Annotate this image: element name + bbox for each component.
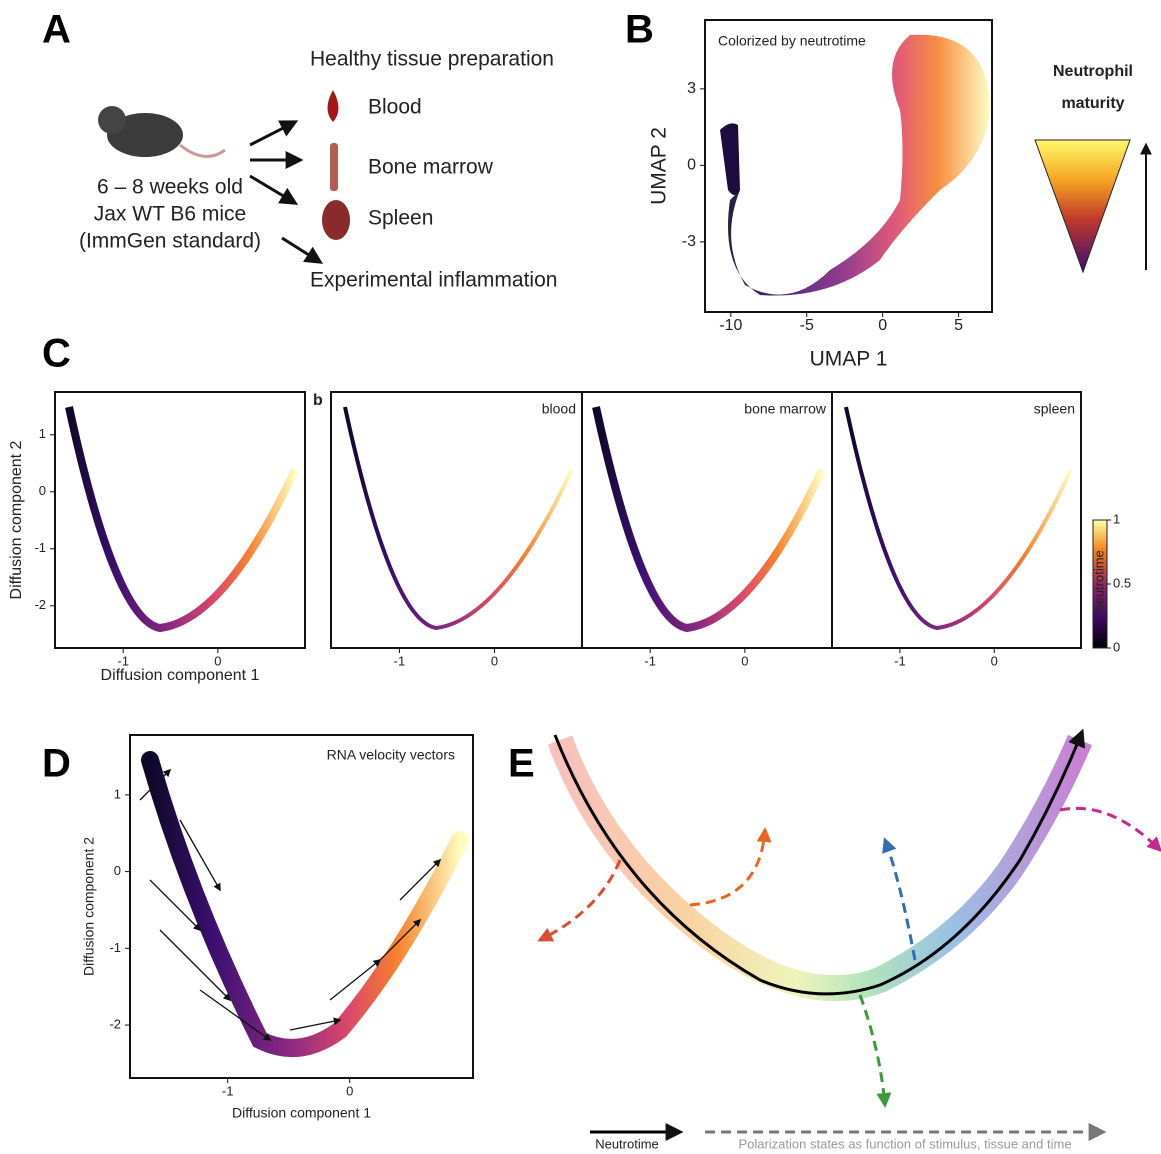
x-tick-label: -5 (800, 317, 814, 334)
colorbar-title: Neutrotime (1091, 550, 1106, 614)
plot-frame (129, 734, 474, 1079)
panel-label: B (625, 8, 654, 52)
legend-title: maturity (1061, 95, 1124, 112)
arrow (281, 236, 324, 264)
umap-cloud (720, 123, 740, 195)
blood-icon (327, 90, 339, 122)
panel-d: D RNA velocity vectors (42, 742, 469, 1057)
colorbar-tick-label: 0 (1113, 639, 1120, 654)
mouse (107, 113, 183, 157)
y-tick-label: -3 (682, 233, 696, 250)
colorbar-tick-label: 0.5 (1113, 575, 1131, 590)
x-tick-label: -1 (644, 653, 656, 668)
x-tick-label: 0 (741, 653, 748, 668)
panel-c: C b (42, 332, 1108, 649)
panel-label: A (42, 8, 71, 52)
y-tick-label: -2 (34, 597, 46, 612)
x-axis-label: Diffusion component 1 (101, 667, 260, 684)
panel-e: E Neutrotime Polarization states as func… (508, 728, 1161, 1151)
x-tick-label: -1 (222, 1083, 234, 1098)
panel-label: E (508, 742, 535, 786)
panel-label: C (42, 332, 71, 376)
panel-label: D (42, 742, 71, 786)
b-annotation: Colorized by neutrotime (718, 33, 866, 49)
x-tick-label: -1 (394, 653, 406, 668)
legend-text: Neutrotime (595, 1136, 659, 1151)
panel-b: B Colorized by neutrotime Neutrophil mat… (625, 8, 1152, 296)
x-tick-label: 5 (954, 317, 963, 334)
a-title: Healthy tissue preparation (310, 48, 554, 71)
y-tick-label: 1 (39, 426, 46, 441)
y-tick-label: -1 (34, 540, 46, 555)
plot-frame (831, 391, 1082, 649)
y-tick-label: -1 (109, 940, 121, 955)
mouse-head (98, 106, 126, 134)
plot-frame (704, 19, 993, 313)
e-cloud (547, 734, 1092, 1002)
y-axis-label: UMAP 2 (648, 127, 671, 205)
mouse-text: 6 – 8 weeks old (97, 176, 243, 199)
x-axis-label: UMAP 1 (810, 348, 888, 371)
spleen-icon (322, 200, 350, 240)
facet-label: bone marrow (744, 401, 827, 417)
plot-frame (54, 391, 306, 649)
branch (1059, 806, 1161, 853)
bone-icon (330, 143, 338, 191)
mouse-tail (179, 143, 226, 158)
branch (689, 827, 772, 907)
a-item: Spleen (368, 207, 433, 230)
d-annotation: RNA velocity vectors (327, 747, 455, 763)
y-tick-label: 0 (39, 483, 46, 498)
y-tick-label: 0 (687, 157, 696, 174)
branch (858, 994, 892, 1108)
legend-title: Neutrophil (1053, 63, 1133, 80)
a-item: Bone marrow (368, 156, 494, 179)
x-tick-label: 0 (214, 653, 221, 668)
legend-text: Polarization states as function of stimu… (738, 1136, 1071, 1151)
arrow (249, 174, 299, 205)
branch (882, 837, 917, 961)
mouse-text: Jax WT B6 mice (94, 203, 246, 226)
d-trajectory (141, 751, 469, 1057)
x-tick-label: 0 (878, 317, 887, 334)
x-axis-label: Diffusion component 1 (232, 1105, 371, 1121)
mouse-text: (ImmGen standard) (79, 230, 261, 253)
sublabel: b (313, 392, 323, 409)
c-trajectory (343, 406, 574, 631)
arrow (249, 120, 299, 147)
x-tick-label: 0 (346, 1083, 353, 1098)
c-trajectory (592, 406, 826, 633)
c-trajectory (844, 406, 1073, 631)
y-axis-label: Diffusion component 2 (81, 837, 97, 976)
c-trajectory (65, 406, 299, 633)
y-axis-label: Diffusion component 2 (8, 440, 25, 599)
x-tick-label: -1 (117, 653, 129, 668)
colorbar-tick-label: 1 (1113, 511, 1120, 526)
maturity-triangle (1034, 139, 1131, 274)
facet-label: blood (542, 401, 576, 417)
x-tick-label: -1 (894, 653, 906, 668)
x-tick-label: -10 (719, 317, 742, 334)
velocity-vectors (139, 768, 442, 1041)
branch (537, 859, 622, 942)
x-tick-label: 0 (491, 653, 498, 668)
y-tick-label: -2 (109, 1016, 121, 1031)
umap-cloud (728, 34, 990, 296)
facet-label: spleen (1034, 401, 1075, 417)
a-item: Blood (368, 96, 422, 119)
e-trajectory (553, 728, 1086, 996)
a-footer: Experimental inflammation (310, 269, 557, 292)
y-tick-label: 1 (114, 786, 121, 801)
y-tick-label: 3 (687, 80, 696, 97)
y-tick-label: 0 (114, 863, 121, 878)
x-tick-label: 0 (991, 653, 998, 668)
panel-a: A 6 – 8 weeks old Jax WT B6 mice (ImmGen… (42, 8, 557, 292)
